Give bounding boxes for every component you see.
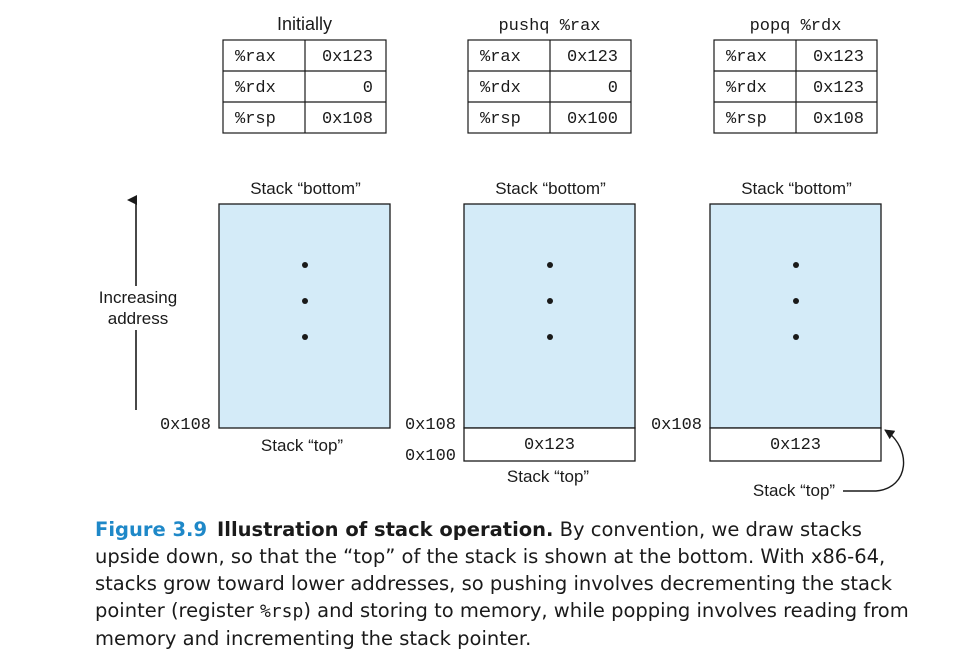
caption-code: %rsp [259,601,304,622]
register-value: 0 [608,79,618,98]
register-value: 0x123 [813,79,864,98]
ellipsis-dot [302,334,308,340]
caption-text-2: ) and storing to memory, while popping i… [95,599,909,650]
ellipsis-dot [793,298,799,304]
panel-1: Initially%rax 0x123 %rdx 0 %rsp 0x108 Stack “b… [160,14,391,455]
stack-operation-figure: Increasing address Initially%rax 0x123%rd… [88,14,905,500]
axis-label-line-2: address [108,309,168,328]
panel-3: popq %rdx %rax 0x123 %rdx 0x123 %rsp 0x108 Stac… [651,17,905,500]
address-label: 0x108 [651,416,702,435]
figure-label: Figure 3.9 [95,518,208,541]
caption-text-1: By convention, we draw stacks upside dow… [95,518,893,622]
stack-top-label: Stack “top” [507,467,590,486]
register-value: 0x108 [813,110,864,129]
stack-bottom-label: Stack “bottom” [741,179,852,198]
register-value: 0x123 [813,48,864,67]
ellipsis-dot [793,262,799,268]
axis-label-line-1: Increasing [99,288,177,307]
register-name: %rax [235,48,276,67]
stack-body [709,203,882,429]
figure-caption: Figure 3.9 Illustration of stack operatio… [95,516,925,652]
address-label: 0x100 [405,447,456,466]
register-name: %rsp [480,110,521,129]
stack-cell-value: 0x123 [770,436,821,455]
ellipsis-dot [302,298,308,304]
ellipsis-dot [302,262,308,268]
ellipsis-dot [547,262,553,268]
register-name: %rdx [235,79,276,98]
register-value: 0x123 [322,48,373,67]
address-label: 0x108 [160,416,211,435]
stack-bottom-label: Stack “bottom” [495,179,606,198]
stack-cell [709,427,882,462]
register-value: 0x100 [567,110,618,129]
stack-cell-value: 0x123 [524,436,575,455]
stack-body [218,203,391,429]
register-name: %rax [726,48,767,67]
panel-2: pushq %rax %rax 0x123 %rdx 0 %rsp 0x100 Stack “… [405,17,636,486]
register-table: %rax 0x123 %rdx 0x123 %rsp 0x108 [713,39,878,134]
stack-top-label: Stack “top” [261,436,344,455]
register-name: %rdx [480,79,521,98]
stack-bottom-label: Stack “bottom” [250,179,361,198]
register-table: %rax 0x123 %rdx 0 %rsp 0x108 [222,39,387,134]
ellipsis-dot [547,334,553,340]
panel-title: popq %rdx [750,17,842,36]
stack-top-pointer-arrow [843,429,905,492]
register-table: %rax 0x123 %rdx 0 %rsp 0x100 [467,39,632,134]
address-label: 0x108 [405,416,456,435]
register-name: %rsp [726,110,767,129]
increasing-address-axis: Increasing address [88,195,188,410]
register-value: 0x108 [322,110,373,129]
stack-body [463,203,636,429]
register-name: %rsp [235,110,276,129]
register-value: 0 [363,79,373,98]
stack-cell [463,427,636,462]
register-value: 0x123 [567,48,618,67]
stack-top-label: Stack “top” [753,481,836,500]
ellipsis-dot [793,334,799,340]
register-name: %rax [480,48,521,67]
panel-title: Initially [277,14,332,34]
panel-title: pushq %rax [498,17,600,36]
figure-title: Illustration of stack operation. [217,518,554,541]
ellipsis-dot [547,298,553,304]
register-name: %rdx [726,79,767,98]
